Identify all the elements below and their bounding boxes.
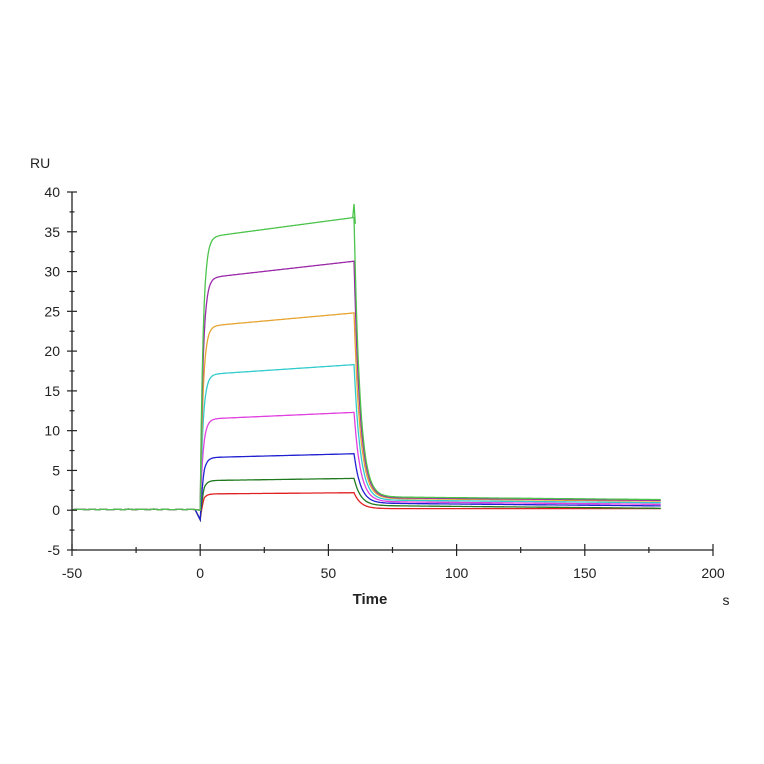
y-tick-label: 10 (44, 423, 60, 439)
series-line-curve-2 (71, 260, 661, 511)
y-tick-label: 35 (44, 224, 60, 240)
series-line-curve-4 (71, 363, 661, 511)
x-tick-label: -50 (62, 565, 82, 581)
plot-area (71, 203, 661, 523)
y-tick-label: 15 (44, 383, 60, 399)
series-line-curve-6 (71, 452, 661, 523)
series-line-curve-1 (71, 216, 661, 511)
x-tick-label: 150 (573, 565, 597, 581)
x-tick-label: 100 (445, 565, 469, 581)
x-axis-title: Time (353, 591, 388, 608)
y-tick-label: 25 (44, 303, 60, 319)
series-line-curve-7 (71, 477, 661, 523)
y-axis-title: RU (30, 155, 50, 171)
series-line-curve-5 (71, 411, 661, 511)
y-tick-label: 20 (44, 343, 60, 359)
x-tick-label: 200 (701, 565, 725, 581)
y-tick-label: 5 (52, 462, 60, 478)
series-line-curve-8 (71, 492, 661, 522)
y-tick-label: 0 (52, 502, 60, 518)
y-tick-label: 40 (44, 184, 60, 200)
x-tick-label: 0 (196, 565, 204, 581)
series-line-curve-3 (71, 312, 661, 511)
x-axis-unit: s (723, 592, 730, 608)
injection-spike (352, 203, 356, 224)
x-tick-label: 50 (321, 565, 337, 581)
y-tick-label: -5 (48, 542, 61, 558)
y-tick-label: 30 (44, 264, 60, 280)
